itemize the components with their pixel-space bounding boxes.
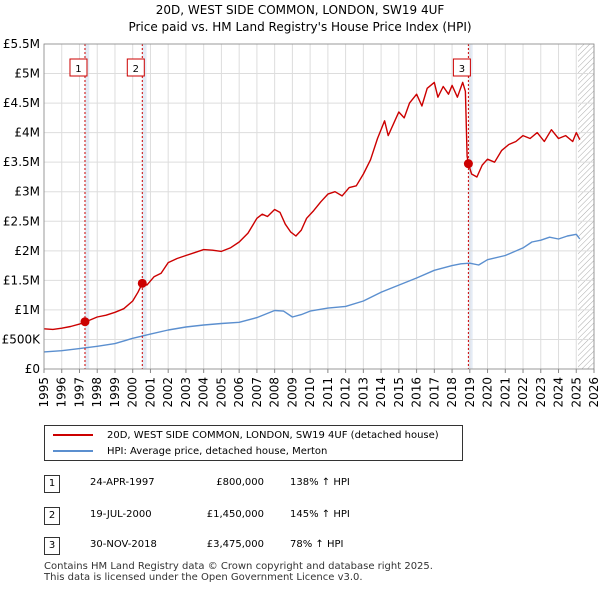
x-tick-label: 2014 [374,377,388,408]
x-tick-label: 1999 [108,377,122,408]
y-tick-label: £4M [14,126,40,140]
sale-marker-label: 2 [133,64,139,75]
sale-point [137,278,147,288]
x-tick-label: 2017 [427,377,441,408]
y-tick-label: £5.5M [3,37,40,51]
y-tick-label: £3M [14,185,40,199]
forecast-hatch-band [578,44,594,369]
transaction-row: 1 24-APR-1997 £800,000 138% ↑ HPI [44,475,444,493]
transaction-date: 24-APR-1997 [90,477,155,488]
x-tick-label: 2013 [356,377,370,408]
x-tick-label: 2010 [303,377,317,408]
x-tick-label: 2025 [569,377,583,408]
transaction-hpi: 145% ↑ HPI [290,509,350,520]
chart-title: 20D, WEST SIDE COMMON, LONDON, SW19 4UF [156,3,445,17]
y-tick-label: £2M [14,244,40,258]
hpi-series-line [43,233,581,353]
legend-item-hpi: HPI: Average price, detached house, Mert… [53,443,327,459]
y-tick-label: £500K [2,332,42,346]
footer-credits: Contains HM Land Registry data © Crown c… [44,561,433,583]
y-tick-label: £1M [14,303,40,317]
footer-license: This data is licensed under the Open Gov… [44,572,363,583]
y-tick-label: £0 [25,362,40,376]
legend-item-property: 20D, WEST SIDE COMMON, LONDON, SW19 4UF … [53,427,439,443]
x-tick-label: 2005 [214,377,228,408]
x-tick-label: 2008 [268,377,282,408]
sale-point [80,317,90,327]
price-chart: 20D, WEST SIDE COMMON, LONDON, SW19 4UF … [2,3,600,408]
sale-highlight-band [84,44,90,369]
x-tick-label: 2021 [498,377,512,408]
transaction-hpi: 138% ↑ HPI [290,477,350,488]
x-tick-label: 2018 [445,377,459,408]
x-tick-label: 2026 [587,377,600,408]
x-tick-label: 2003 [179,377,193,408]
x-tick-label: 2009 [285,377,299,408]
x-tick-label: 1995 [37,377,51,408]
y-tick-label: £1.5M [3,273,40,287]
x-tick-label: 2020 [481,377,495,408]
x-tick-label: 2002 [161,377,175,408]
chart-legend: 20D, WEST SIDE COMMON, LONDON, SW19 4UF … [44,425,463,461]
x-tick-label: 1998 [90,377,104,408]
x-tick-label: 2023 [534,377,548,408]
transaction-date: 30-NOV-2018 [90,539,157,550]
transaction-row: 3 30-NOV-2018 £3,475,000 78% ↑ HPI [44,537,444,555]
legend-label-hpi: HPI: Average price, detached house, Mert… [107,445,328,457]
x-tick-label: 2006 [232,377,246,408]
x-tick-label: 2012 [339,377,353,408]
sale-marker-label: 1 [75,64,81,75]
y-tick-label: £2.5M [3,214,40,228]
transaction-price: £1,450,000 [206,509,264,520]
x-tick-label: 2001 [143,377,157,408]
sale-highlight-band [468,44,473,369]
chart-subtitle: Price paid vs. HM Land Registry's House … [128,20,471,34]
x-tick-label: 1996 [55,377,69,408]
legend-swatch-property [53,434,93,436]
x-tick-label: 2022 [516,377,530,408]
x-tick-label: 2019 [463,377,477,408]
transaction-hpi: 78% ↑ HPI [290,539,344,550]
legend-swatch-hpi [53,450,93,452]
legend-label-property: 20D, WEST SIDE COMMON, LONDON, SW19 4UF … [107,429,439,441]
transaction-marker: 3 [44,537,60,555]
transaction-marker: 1 [44,475,60,493]
x-tick-label: 2007 [250,377,264,408]
y-tick-label: £4.5M [3,96,40,110]
sale-highlight-band [142,44,147,369]
x-tick-label: 2015 [392,377,406,408]
sale-point [463,159,473,169]
plot-frame [43,43,595,370]
y-tick-label: £3.5M [3,155,40,169]
sale-marker-label: 3 [459,64,465,75]
x-tick-label: 2024 [552,377,566,408]
transaction-price: £800,000 [216,477,264,488]
transaction-date: 19-JUL-2000 [90,509,152,520]
footer-copyright: Contains HM Land Registry data © Crown c… [44,561,433,572]
transaction-price: £3,475,000 [206,539,264,550]
transaction-row: 2 19-JUL-2000 £1,450,000 145% ↑ HPI [44,507,444,525]
property-series-line [43,81,581,331]
x-tick-label: 2004 [197,377,211,408]
x-tick-label: 2016 [410,377,424,408]
sale-marker-box [69,58,88,77]
y-tick-label: £5M [14,67,40,81]
sale-marker-box [126,58,145,77]
x-tick-label: 2011 [321,377,335,408]
transaction-marker: 2 [44,507,60,525]
x-tick-label: 1997 [72,377,86,408]
sale-marker-box [452,58,471,77]
x-tick-label: 2000 [126,377,140,408]
